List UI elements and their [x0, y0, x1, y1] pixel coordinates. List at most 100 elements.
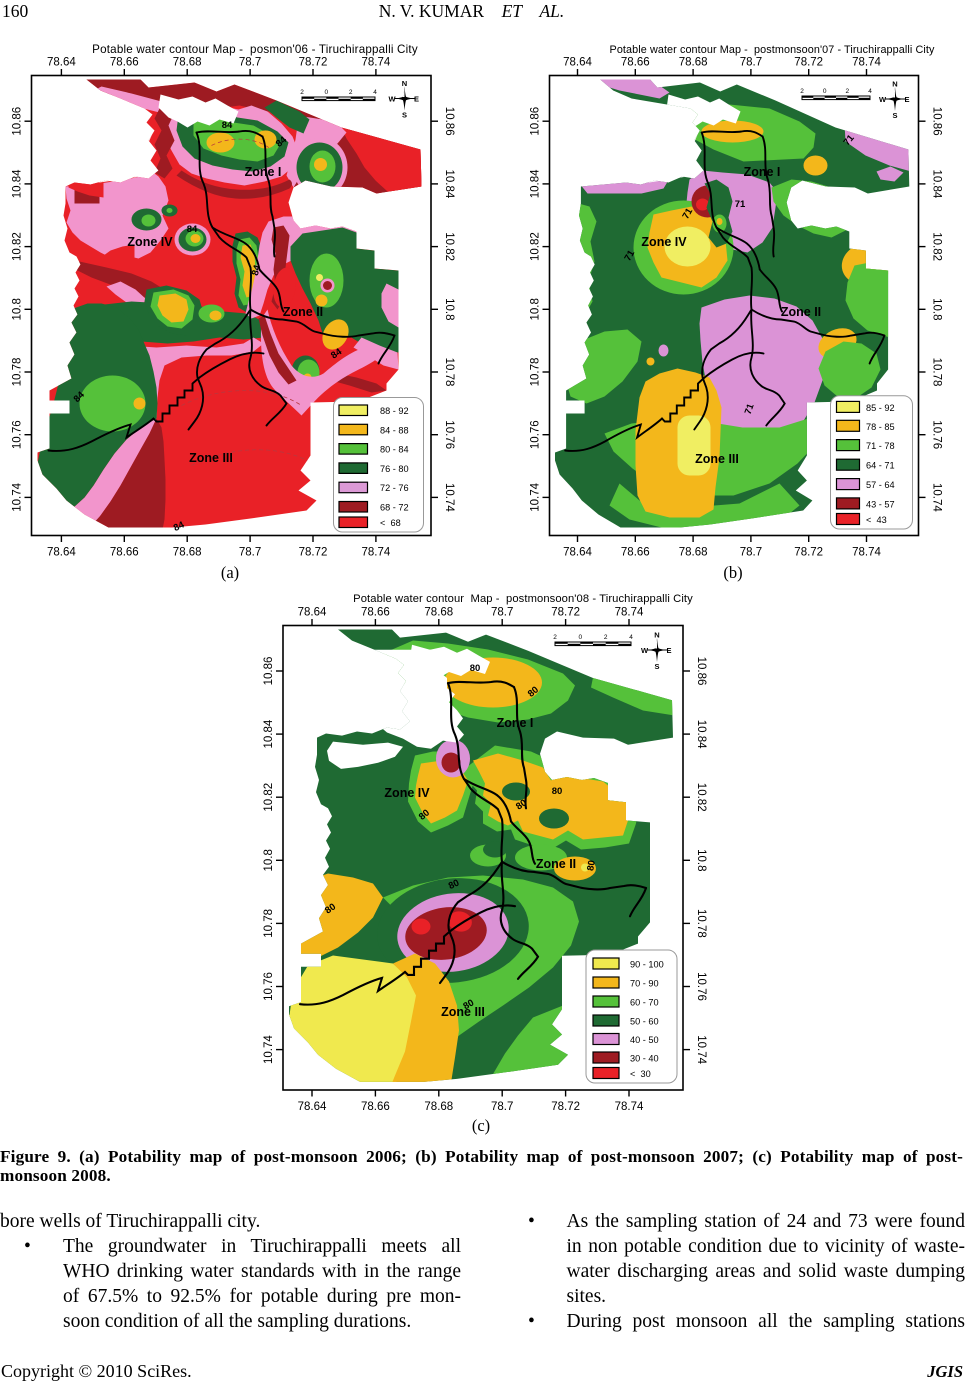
svg-text:10.86: 10.86 [695, 657, 707, 686]
svg-text:10.8: 10.8 [695, 849, 707, 871]
svg-text:80: 80 [323, 901, 338, 916]
svg-text:78.64: 78.64 [47, 57, 76, 69]
svg-text:Zone II: Zone II [781, 305, 821, 319]
svg-text:80: 80 [470, 663, 481, 674]
svg-text:78.66: 78.66 [361, 1101, 390, 1113]
svg-text:43 - 57: 43 - 57 [866, 499, 895, 509]
svg-text:10.74: 10.74 [263, 1035, 275, 1064]
svg-text:71 - 78: 71 - 78 [866, 441, 895, 451]
svg-text:10.84: 10.84 [530, 169, 542, 198]
svg-text:78.74: 78.74 [615, 607, 644, 619]
svg-text:30 - 40: 30 - 40 [630, 1054, 659, 1064]
svg-text:Zone I: Zone I [744, 165, 781, 179]
svg-text:Zone III: Zone III [189, 451, 233, 465]
svg-text:10.84: 10.84 [12, 169, 24, 198]
svg-text:78.74: 78.74 [362, 547, 391, 559]
svg-text:10.8: 10.8 [443, 298, 455, 320]
svg-text:80: 80 [461, 997, 476, 1012]
svg-text:4: 4 [373, 89, 377, 96]
svg-text:57 - 64: 57 - 64 [866, 480, 895, 490]
svg-text:10.74: 10.74 [443, 483, 455, 512]
svg-text:80: 80 [585, 859, 598, 871]
svg-text:< 68: < 68 [380, 518, 401, 528]
svg-text:10.82: 10.82 [931, 232, 943, 261]
svg-text:S: S [892, 111, 897, 120]
svg-text:64 - 71: 64 - 71 [866, 461, 895, 471]
svg-text:0: 0 [578, 634, 582, 641]
svg-text:78.72: 78.72 [551, 607, 580, 619]
svg-text:0: 0 [823, 88, 827, 95]
svg-text:78.64: 78.64 [47, 547, 76, 559]
svg-text:Zone III: Zone III [695, 452, 739, 466]
svg-text:10.8: 10.8 [530, 298, 542, 320]
svg-text:10.76: 10.76 [695, 972, 707, 1001]
svg-text:2: 2 [553, 634, 557, 641]
svg-text:10.86: 10.86 [263, 657, 275, 686]
svg-text:68 - 72: 68 - 72 [380, 503, 409, 513]
svg-text:10.84: 10.84 [263, 719, 275, 748]
svg-text:84: 84 [222, 120, 233, 131]
svg-text:71: 71 [735, 199, 746, 210]
svg-text:78.74: 78.74 [852, 57, 881, 69]
svg-text:85 - 92: 85 - 92 [866, 403, 895, 413]
svg-text:84: 84 [187, 224, 198, 235]
svg-text:Zone III: Zone III [441, 1005, 485, 1019]
svg-text:78.74: 78.74 [852, 547, 881, 559]
svg-text:76 - 80: 76 - 80 [380, 464, 409, 474]
svg-text:10.84: 10.84 [931, 170, 943, 199]
svg-text:Potable water contour Map - p: Potable water contour Map - posmon'06 - … [92, 43, 418, 56]
svg-text:78.66: 78.66 [361, 607, 390, 619]
svg-text:Potable water contour Map -: Potable water contour Map - postmonsoon'… [353, 593, 693, 605]
svg-text:2: 2 [300, 89, 304, 96]
svg-text:78.7: 78.7 [491, 607, 513, 619]
svg-text:78.7: 78.7 [740, 547, 762, 559]
svg-text:10.74: 10.74 [931, 483, 943, 512]
svg-text:78.72: 78.72 [299, 547, 328, 559]
svg-text:78.66: 78.66 [110, 57, 139, 69]
svg-text:78.72: 78.72 [794, 57, 823, 69]
svg-text:Zone II: Zone II [283, 305, 323, 319]
svg-text:(a): (a) [221, 563, 239, 582]
svg-text:10.76: 10.76 [530, 420, 542, 449]
svg-text:10.86: 10.86 [931, 107, 943, 136]
svg-text:10.78: 10.78 [695, 909, 707, 938]
svg-text:4: 4 [868, 88, 872, 95]
svg-text:78.7: 78.7 [491, 1101, 513, 1113]
svg-text:(c): (c) [472, 1116, 490, 1135]
svg-text:0: 0 [324, 89, 328, 96]
svg-text:78.72: 78.72 [551, 1101, 580, 1113]
svg-text:80 - 84: 80 - 84 [380, 445, 409, 455]
svg-text:E: E [904, 95, 909, 104]
svg-text:80: 80 [552, 786, 563, 797]
svg-text:78.64: 78.64 [298, 607, 327, 619]
svg-text:10.78: 10.78 [263, 909, 275, 938]
svg-text:Zone I: Zone I [245, 165, 282, 179]
svg-text:10.86: 10.86 [530, 107, 542, 136]
svg-text:78.68: 78.68 [173, 547, 202, 559]
svg-text:4: 4 [629, 634, 633, 641]
svg-text:10.76: 10.76 [443, 420, 455, 449]
svg-text:10.82: 10.82 [443, 232, 455, 261]
svg-text:S: S [402, 111, 407, 120]
svg-text:10.82: 10.82 [530, 232, 542, 261]
svg-text:10.82: 10.82 [695, 783, 707, 812]
svg-text:80: 80 [514, 797, 529, 812]
svg-text:Zone II: Zone II [536, 857, 576, 871]
svg-text:70 - 90: 70 - 90 [630, 979, 659, 989]
svg-text:Zone I: Zone I [497, 716, 534, 730]
svg-text:78.7: 78.7 [740, 57, 762, 69]
svg-text:90 - 100: 90 - 100 [630, 960, 664, 970]
svg-text:10.78: 10.78 [931, 358, 943, 387]
svg-text:78.64: 78.64 [563, 57, 592, 69]
svg-text:84 - 88: 84 - 88 [380, 425, 409, 435]
svg-text:10.8: 10.8 [12, 298, 24, 320]
svg-text:W: W [641, 646, 649, 655]
svg-text:10.74: 10.74 [695, 1035, 707, 1064]
svg-text:78.66: 78.66 [621, 547, 650, 559]
svg-text:2: 2 [800, 88, 804, 95]
svg-text:Zone IV: Zone IV [384, 786, 430, 800]
svg-text:10.74: 10.74 [530, 482, 542, 511]
svg-text:10.86: 10.86 [443, 107, 455, 136]
svg-text:78.64: 78.64 [563, 547, 592, 559]
svg-text:88 - 92: 88 - 92 [380, 406, 409, 416]
